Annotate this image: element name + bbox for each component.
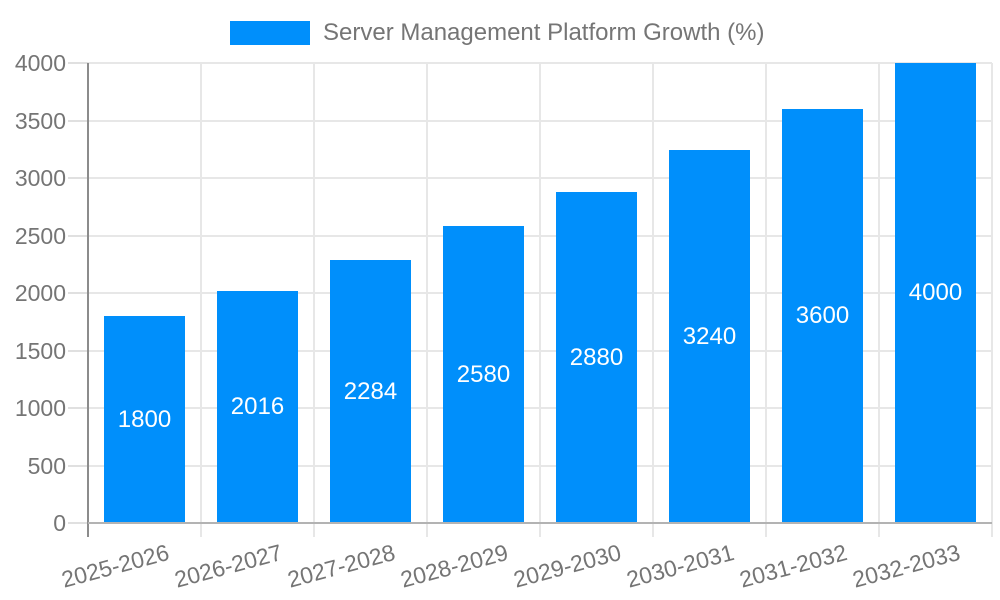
- bar[interactable]: 2284: [330, 260, 411, 523]
- bar-value-label: 2580: [456, 360, 511, 388]
- bar[interactable]: 4000: [895, 63, 976, 523]
- x-tick-label: 2026-2027: [171, 539, 285, 593]
- y-tick: [68, 234, 88, 237]
- bar-value-label: 1800: [117, 405, 172, 433]
- x-tick-label: 2031-2032: [736, 539, 850, 593]
- x-gridline: [200, 63, 202, 537]
- y-tick-label: 500: [27, 452, 66, 479]
- y-tick: [68, 119, 88, 122]
- y-tick: [68, 292, 88, 294]
- x-tick-label: 2030-2031: [623, 539, 737, 593]
- y-tick-label: 3000: [14, 165, 66, 191]
- bar-value-label: 2880: [569, 343, 624, 371]
- y-gridline: [88, 522, 992, 524]
- x-gridline: [426, 63, 428, 537]
- bar[interactable]: 3240: [669, 150, 750, 523]
- bar-value-label: 4000: [908, 279, 963, 306]
- y-axis-line: [87, 63, 89, 537]
- bar[interactable]: 2016: [217, 291, 298, 523]
- y-tick: [68, 177, 88, 179]
- y-tick: [68, 407, 88, 409]
- x-gridline: [878, 63, 880, 537]
- x-tick-label: 2025-2026: [58, 539, 172, 593]
- bar-value-label: 2284: [343, 377, 398, 405]
- x-tick-label: 2027-2028: [284, 539, 398, 593]
- y-tick-label: 1000: [14, 395, 66, 421]
- x-gridline: [652, 63, 654, 537]
- x-tick-label: 2032-2033: [849, 539, 963, 593]
- x-gridline: [765, 63, 767, 537]
- x-gridline: [991, 63, 993, 537]
- y-tick: [68, 464, 88, 467]
- bar[interactable]: 3600: [782, 109, 863, 523]
- bar[interactable]: 2880: [556, 192, 637, 523]
- y-tick: [68, 349, 88, 352]
- bar[interactable]: 2580: [443, 226, 524, 523]
- x-gridline: [313, 63, 315, 537]
- x-tick-label: 2029-2030: [510, 539, 624, 593]
- bar-value-label: 2016: [230, 393, 285, 420]
- y-tick: [68, 522, 88, 524]
- y-tick-label: 2500: [14, 222, 66, 249]
- plot-area: 0 500 1000 1500 2000 2500 3000 3500 4000 1800 2016…: [15, 51, 993, 593]
- chart-legend[interactable]: Server Management Platform Growth (%): [230, 19, 764, 47]
- legend-label: Server Management Platform Growth (%): [323, 19, 765, 46]
- y-tick-label: 0: [53, 510, 66, 536]
- x-tick-label: 2028-2029: [397, 539, 511, 593]
- bar[interactable]: 1800: [104, 316, 185, 523]
- y-tick-label: 3500: [14, 107, 66, 134]
- y-tick-label: 1500: [14, 337, 66, 364]
- x-gridline: [539, 63, 541, 537]
- y-tick: [68, 62, 88, 64]
- y-tick-label: 4000: [14, 50, 66, 76]
- bar-value-label: 3600: [795, 302, 850, 329]
- legend-swatch: [230, 21, 310, 45]
- bar-value-label: 3240: [682, 322, 737, 350]
- y-tick-label: 2000: [14, 280, 66, 306]
